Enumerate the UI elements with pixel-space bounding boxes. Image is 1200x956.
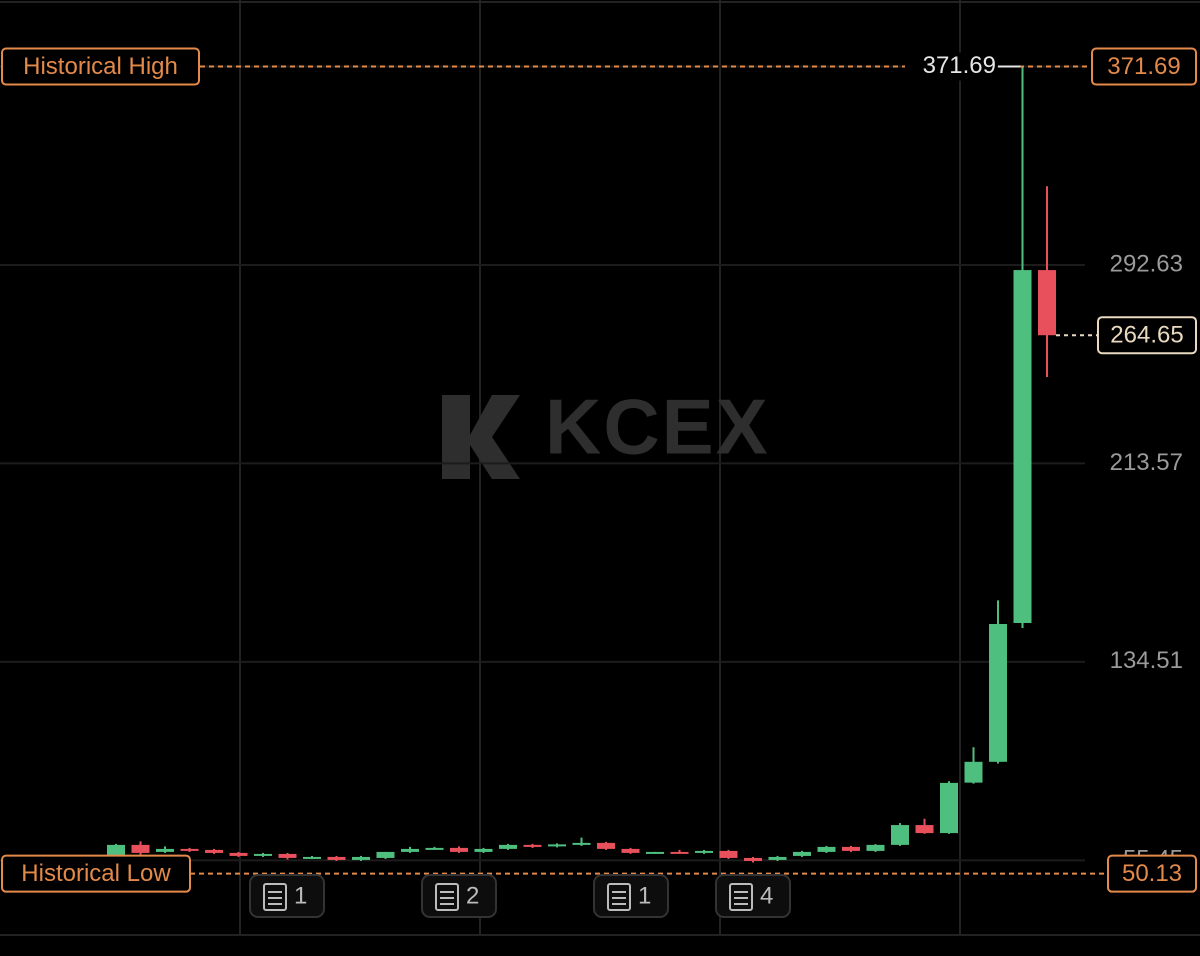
news-count: 1 xyxy=(294,882,307,909)
candle-body xyxy=(842,846,860,851)
candle-body xyxy=(303,856,321,859)
candle-body xyxy=(278,853,297,858)
news-count: 4 xyxy=(760,882,773,909)
watermark: KCEX xyxy=(545,383,770,471)
candle-body xyxy=(180,848,199,851)
candle-body xyxy=(572,842,591,845)
historical-low-label-box xyxy=(1,854,191,893)
candle-body xyxy=(621,848,640,853)
news-icon xyxy=(435,883,459,911)
candle-body xyxy=(352,856,370,860)
historical-high-label: Historical High xyxy=(23,53,178,80)
news-count: 1 xyxy=(638,882,651,909)
high-annotation: 371.69 xyxy=(923,52,996,79)
candle-body xyxy=(695,850,713,853)
candle-body xyxy=(401,848,419,852)
historical-high-label-box xyxy=(1,47,200,86)
candle-body xyxy=(989,624,1007,762)
candle-body xyxy=(719,850,738,858)
candle-body xyxy=(768,856,787,860)
news-icon xyxy=(729,883,753,911)
candle-body xyxy=(817,846,836,852)
last-price-value: 264.65 xyxy=(1110,322,1183,349)
candle-body xyxy=(131,844,150,853)
candle-body xyxy=(915,825,934,834)
candle-body xyxy=(327,856,346,860)
candle-body xyxy=(646,851,664,854)
news-icon xyxy=(607,883,631,911)
y-tick-label: 134.51 xyxy=(1110,647,1183,674)
candle-body xyxy=(866,844,885,851)
y-tick-label: 213.57 xyxy=(1110,449,1183,476)
candle-body xyxy=(793,851,811,856)
candle-body xyxy=(156,848,174,852)
news-count: 2 xyxy=(466,882,479,909)
candle-body xyxy=(523,844,542,847)
historical-low-value: 50.13 xyxy=(1122,860,1182,887)
historical-high-value: 371.69 xyxy=(1107,53,1180,80)
candle-body xyxy=(450,847,468,852)
candle-body xyxy=(254,853,272,856)
candle-body xyxy=(499,844,517,849)
candle-body xyxy=(891,825,909,845)
candle-body xyxy=(376,851,395,858)
last-price-value-box xyxy=(1097,316,1197,355)
annotation-bg xyxy=(905,52,997,81)
candle-body xyxy=(548,844,566,847)
candle-body xyxy=(474,848,493,852)
candle-body xyxy=(964,761,983,783)
candle-body xyxy=(425,847,444,850)
historical-low-label: Historical Low xyxy=(21,860,171,887)
news-icon xyxy=(263,883,287,911)
candle-body xyxy=(205,849,223,853)
candle-body xyxy=(1038,270,1056,336)
y-tick-label: 292.63 xyxy=(1110,250,1183,277)
historical-low-value-box xyxy=(1107,854,1197,893)
candle-body xyxy=(744,857,762,861)
candle-body xyxy=(940,782,958,834)
candle-body xyxy=(107,844,125,855)
candle-body xyxy=(670,851,689,854)
historical-high-value-box xyxy=(1091,47,1197,86)
candle-body xyxy=(229,852,248,856)
candle-body xyxy=(597,842,615,849)
watermark-logo xyxy=(442,395,520,479)
candle-body xyxy=(1013,270,1032,623)
